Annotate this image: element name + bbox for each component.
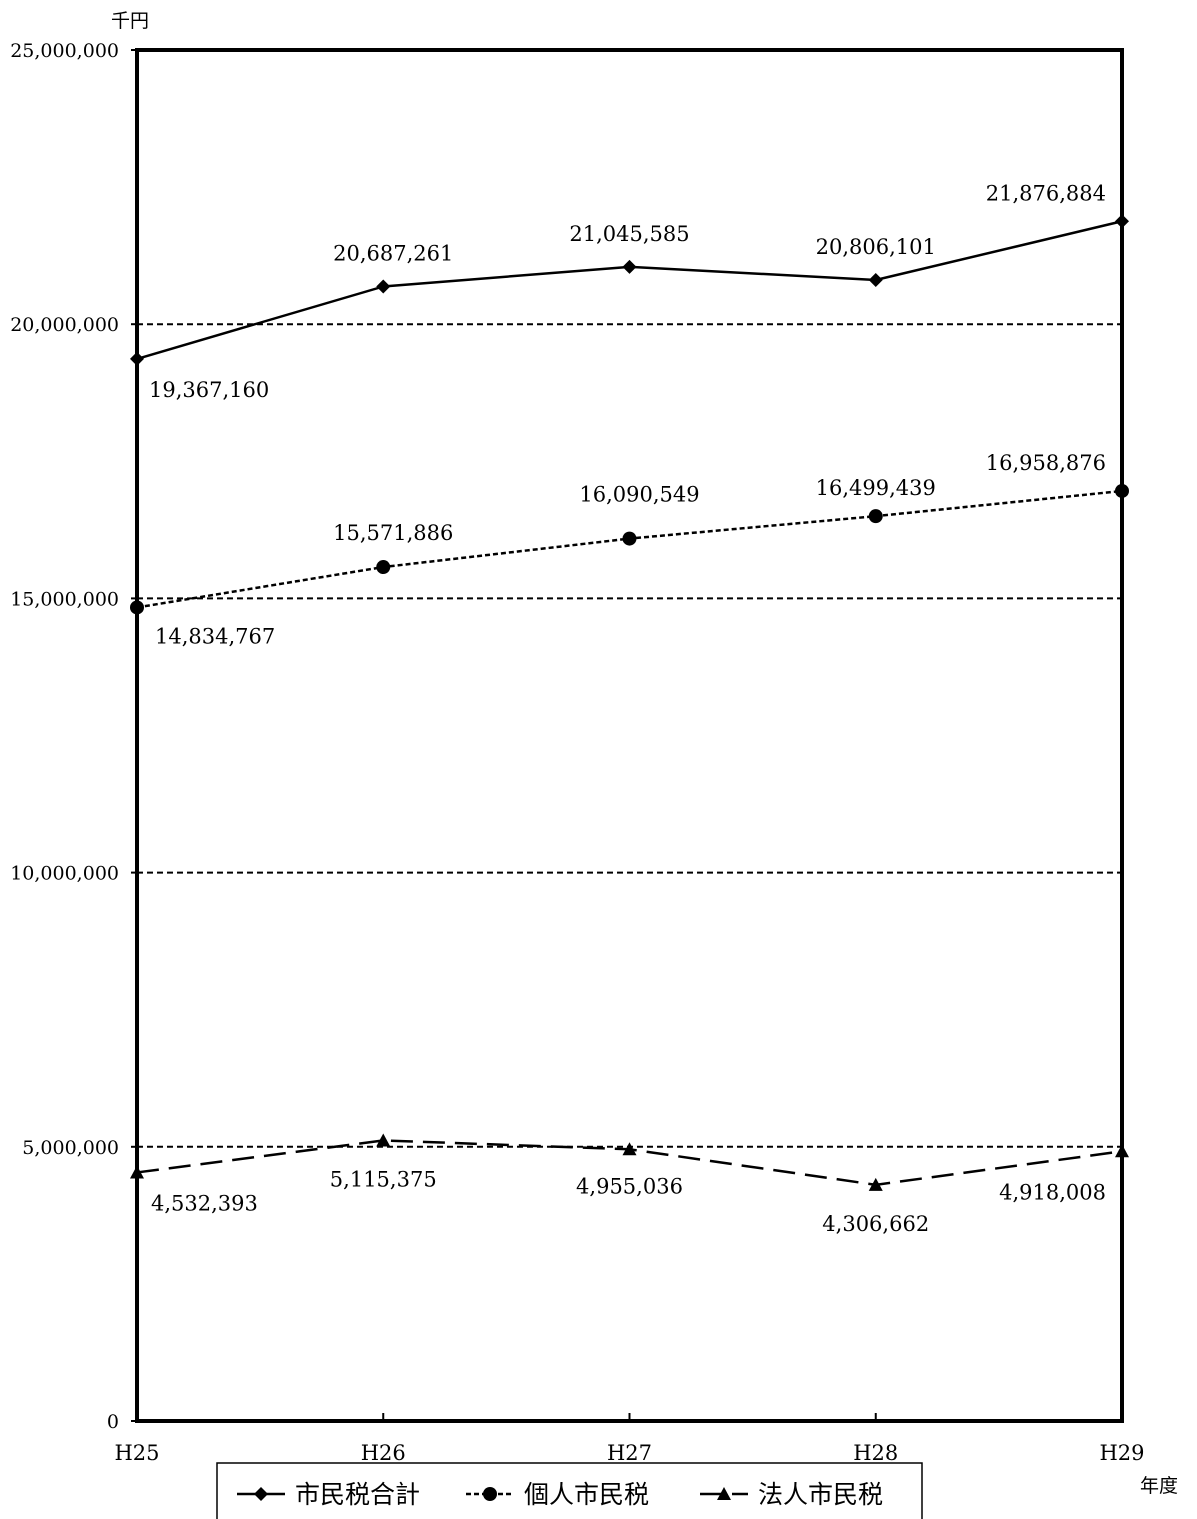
data-label: 15,571,886	[333, 521, 453, 545]
legend: 市民税合計 個人市民税 法人市民税	[216, 1462, 923, 1519]
grid-layer	[137, 323, 1122, 1148]
data-point	[376, 560, 391, 575]
data-label: 21,876,884	[986, 181, 1106, 205]
data-point	[622, 1142, 637, 1156]
legend-label: 法人市民税	[758, 1480, 883, 1509]
y-tick-label: 0	[107, 1411, 119, 1433]
data-point	[868, 1177, 883, 1191]
x-tick-label-h26: H26	[361, 1441, 406, 1465]
x-tick-label-h29: H29	[1099, 1441, 1144, 1465]
legend-box	[216, 1462, 923, 1519]
data-point	[622, 259, 637, 274]
data-label: 4,306,662	[822, 1212, 929, 1236]
legend-label: 市民税合計	[295, 1480, 420, 1509]
legend-marker	[717, 1487, 731, 1500]
x-tick-label-h25: H25	[114, 1441, 159, 1465]
data-point	[622, 531, 637, 546]
y-tick-label: 15,000,000	[10, 588, 119, 610]
data-point	[868, 509, 883, 524]
data-label: 5,115,375	[330, 1167, 437, 1191]
data-label: 4,918,008	[999, 1180, 1106, 1204]
series-line	[136, 489, 1123, 609]
series-layer	[130, 214, 1129, 1191]
data-label: 4,532,393	[151, 1191, 258, 1215]
data-label: 14,834,767	[155, 624, 275, 648]
series-2	[130, 483, 1129, 615]
data-label: 20,806,101	[816, 235, 936, 259]
data-label: 16,958,876	[986, 451, 1106, 475]
legend-marker	[254, 1487, 268, 1501]
data-point	[376, 279, 391, 294]
data-point	[868, 272, 883, 287]
y-unit-label: 千円	[111, 10, 149, 32]
data-label: 19,367,160	[149, 378, 269, 402]
tick-layer	[131, 49, 1123, 1422]
x-tick-label-h28: H28	[853, 1441, 898, 1465]
y-tick-label: 20,000,000	[10, 314, 119, 336]
legend-label: 個人市民税	[524, 1480, 649, 1509]
y-tick-label: 5,000,000	[22, 1137, 119, 1159]
data-point	[376, 1133, 391, 1147]
legend-item-1: 市民税合計	[237, 1480, 420, 1509]
data-label: 20,687,261	[333, 242, 453, 266]
data-label: 4,955,036	[576, 1174, 683, 1198]
y-tick-label: 25,000,000	[10, 40, 119, 62]
label-layer: 0 5,000,000 10,000,000 15,000,000 20,000,000…	[10, 40, 1144, 1465]
legend-marker	[483, 1487, 497, 1501]
x-unit-label: 年度	[1140, 1475, 1178, 1497]
data-label: 16,499,439	[816, 476, 936, 500]
x-tick-label-h27: H27	[607, 1441, 652, 1465]
legend-item-3: 法人市民税	[700, 1480, 883, 1509]
legend-item-2: 個人市民税	[466, 1480, 649, 1509]
data-label: 21,045,585	[569, 222, 689, 246]
y-tick-label: 10,000,000	[10, 863, 119, 885]
data-label: 16,090,549	[579, 483, 699, 507]
